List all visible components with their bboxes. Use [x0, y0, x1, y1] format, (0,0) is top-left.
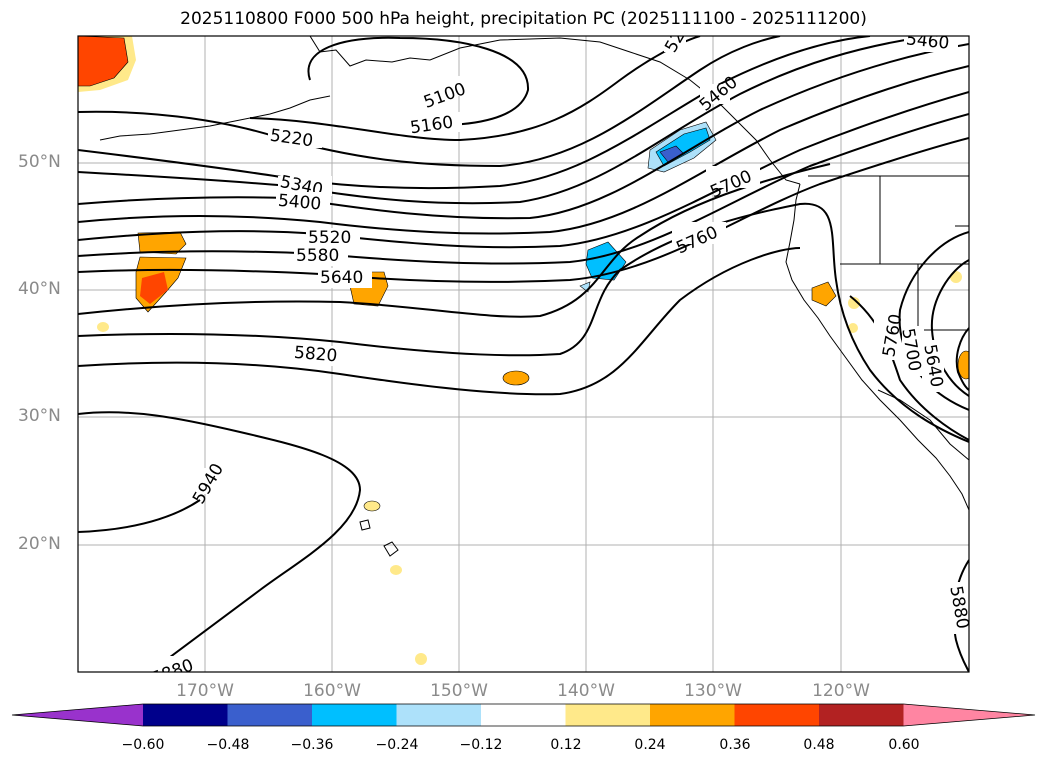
height-contours	[78, 36, 969, 672]
precip-patch-coast-2	[848, 297, 860, 309]
lat-label-50n: 50°N	[18, 152, 61, 172]
colorbar-segment	[734, 704, 819, 726]
map-title: 2025110800 F000 500 hPa height, precipit…	[180, 9, 867, 29]
precip-patch-hawaii-3	[415, 653, 427, 665]
precip-patch-hawaii-2	[390, 565, 402, 575]
colorbar-segment	[396, 704, 481, 726]
contour-5100	[307, 36, 530, 126]
colorbar-segment	[481, 704, 566, 726]
contour-5280	[78, 36, 871, 189]
contour-label-5880-east: 5880	[945, 584, 972, 630]
colorbar-label-m060: −0.60	[121, 737, 165, 753]
colorbar-label-p012: 0.12	[550, 737, 582, 753]
contour-5160	[249, 36, 701, 142]
contour-5880-bottom	[952, 559, 969, 672]
lon-label-140w: 140°W	[557, 681, 615, 701]
contour-5820	[78, 247, 801, 396]
lon-label-170w: 170°W	[176, 681, 234, 701]
contour-cutoff-inner	[930, 259, 969, 397]
colorbar-outline	[11, 703, 1036, 727]
contour-5640	[78, 137, 969, 283]
precip-patch-aleutian-far-west-core	[78, 36, 129, 87]
colorbar-segment	[312, 704, 397, 726]
precip-patch-west-lower-core	[140, 272, 168, 304]
contour-5880-coast	[849, 295, 969, 441]
colorbar-label-m024: −0.24	[375, 737, 419, 753]
colorbar-label-p048: 0.48	[803, 737, 835, 753]
contour-label-5820: 5820	[293, 343, 338, 367]
colorbar-label-p036: 0.36	[719, 737, 751, 753]
contour-5460	[78, 65, 969, 235]
lat-label-30n: 30°N	[18, 406, 61, 426]
contour-5940	[78, 411, 362, 672]
contour-label-5400: 5400	[277, 191, 322, 215]
colorbar-label-m048: −0.48	[206, 737, 250, 753]
baja-coast	[877, 389, 969, 461]
lat-label-20n: 20°N	[18, 534, 61, 554]
colorbar-segment	[903, 704, 1035, 726]
contour-5760	[78, 202, 969, 443]
contour-5340	[78, 36, 931, 205]
contour-5700	[78, 163, 831, 318]
precip-patch-west-small	[97, 322, 109, 332]
precip-patch-central-south	[502, 370, 530, 386]
precip-patch-east-edge	[957, 350, 969, 380]
colorbar-label-p060: 0.60	[888, 737, 920, 753]
us-inland-borders	[840, 176, 969, 331]
contour-label-5580: 5580	[296, 246, 339, 266]
colorbar-segment	[143, 704, 228, 726]
precip-patch-coast-3	[848, 323, 858, 333]
contour-cutoff-core	[955, 327, 969, 391]
contour-5220	[78, 36, 781, 168]
colorbar-segment	[227, 704, 312, 726]
colorbar-segment	[819, 704, 904, 726]
precip-patch-hawaii-1	[363, 500, 381, 512]
colorbar	[11, 703, 1036, 727]
west-coast-na	[785, 183, 969, 511]
contour-label-5640: 5640	[320, 268, 363, 288]
precip-patch-coast-1	[811, 281, 837, 307]
contour-5400	[78, 43, 969, 220]
alaska-coast	[309, 36, 801, 185]
lon-label-120w: 120°W	[812, 681, 870, 701]
lat-label-40n: 40°N	[18, 279, 61, 299]
colorbar-label-p024: 0.24	[634, 737, 666, 753]
colorbar-segment	[650, 704, 735, 726]
contour-label-5460: 5460	[905, 29, 950, 53]
lon-label-160w: 160°W	[303, 681, 361, 701]
colorbar-segment	[565, 704, 650, 726]
colorbar-segment	[12, 704, 143, 726]
colorbar-label-m012: −0.12	[459, 737, 503, 753]
contour-5520	[78, 91, 969, 249]
contour-labels: 5100 5160 5220 5340 5400 5520 5580 5640 …	[146, 29, 972, 672]
coastlines	[99, 36, 969, 557]
contour-5940-west	[78, 499, 201, 533]
contour-label-5520: 5520	[308, 228, 351, 248]
colorbar-label-m036: −0.36	[290, 737, 334, 753]
contour-5580	[78, 113, 969, 265]
lon-label-150w: 150°W	[430, 681, 488, 701]
hawaii-islands	[359, 519, 399, 557]
lon-label-130w: 130°W	[684, 681, 742, 701]
precip-patch-blue-mid	[585, 241, 627, 281]
plot-frame	[77, 35, 970, 673]
